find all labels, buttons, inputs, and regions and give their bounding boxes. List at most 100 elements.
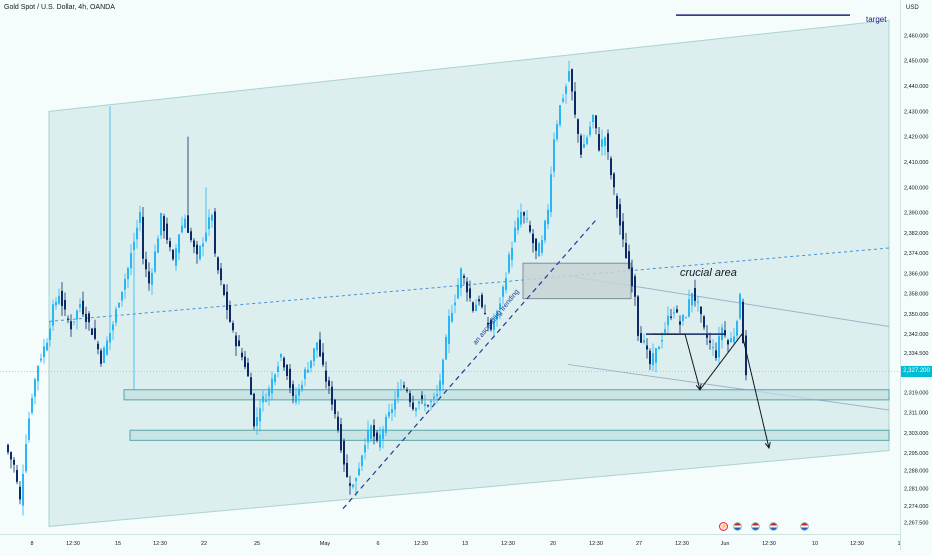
candle (37, 365, 39, 382)
candle (292, 384, 294, 396)
candle (169, 241, 171, 248)
candle (526, 218, 528, 220)
price-chart[interactable] (0, 0, 900, 534)
candle (661, 339, 663, 342)
symbol-title[interactable]: Gold Spot / U.S. Dollar, 4h, OANDA (4, 4, 115, 11)
candle (463, 275, 465, 278)
candle (628, 251, 630, 269)
candle (82, 300, 84, 315)
candle (613, 173, 615, 188)
candle (523, 212, 525, 216)
candle (475, 304, 477, 312)
us-flag-icon[interactable] (769, 522, 778, 531)
time-tick-label: 12:30 (850, 541, 864, 547)
candle (34, 379, 36, 397)
candle (208, 217, 210, 230)
candle (157, 238, 159, 253)
candle (253, 393, 255, 427)
candle (664, 329, 666, 333)
candle (550, 174, 552, 213)
candle (334, 399, 336, 415)
time-tick-label: 6 (376, 541, 379, 547)
candle (625, 242, 627, 259)
candle (637, 296, 639, 336)
candle (577, 119, 579, 134)
candle (646, 345, 648, 350)
candle (670, 316, 672, 318)
currency-label[interactable]: USD (906, 5, 919, 11)
time-tick-label: 12:30 (153, 541, 167, 547)
lightning-icon[interactable]: ⚡ (719, 522, 728, 531)
candle (256, 417, 258, 426)
candle (280, 354, 282, 358)
candle (343, 440, 345, 465)
candle (484, 312, 486, 315)
target-label: target (866, 15, 887, 24)
candle (352, 484, 354, 488)
candle (427, 405, 429, 407)
candle (106, 340, 108, 355)
candle (298, 388, 300, 396)
candle (124, 279, 126, 290)
candle (217, 257, 219, 271)
candle (67, 318, 69, 320)
candle (718, 336, 720, 358)
candle (709, 340, 711, 343)
candle (307, 369, 309, 373)
candle (388, 411, 390, 417)
candle (448, 315, 450, 344)
price-tick-label: 2,267.500 (904, 521, 928, 527)
candle (328, 380, 330, 387)
candle (136, 227, 138, 240)
candle (118, 302, 120, 308)
candle (703, 316, 705, 328)
price-tick-label: 2,281.000 (904, 486, 928, 492)
candle (46, 342, 48, 351)
candle (283, 357, 285, 368)
candle (514, 227, 516, 242)
time-tick-label: 10 (812, 541, 818, 547)
candle (139, 212, 141, 223)
candle (553, 139, 555, 172)
candle (397, 388, 399, 398)
candle (43, 346, 45, 357)
candle (481, 294, 483, 308)
candle (556, 124, 558, 140)
time-scale[interactable]: 8 12:30 15 12:30 22 25 May 6 12:30 13 12:30 20 12:30… (0, 534, 901, 551)
candle (316, 342, 318, 351)
candle (175, 248, 177, 266)
candle (358, 468, 360, 476)
price-scale[interactable]: 2,460.000 2,450.000 2,440.000 2,430.000 2,42… (900, 0, 932, 550)
time-tick-label: 8 (30, 541, 33, 547)
candle (391, 409, 393, 413)
candle (643, 340, 645, 343)
candle (160, 212, 162, 236)
us-flag-icon[interactable] (733, 522, 742, 531)
candle (667, 315, 669, 326)
candle (445, 336, 447, 360)
candle (454, 302, 456, 306)
price-tick-label: 2,440.000 (904, 84, 928, 90)
channel-fill (48, 19, 890, 527)
candle (733, 336, 735, 343)
time-tick-label: May (320, 541, 331, 547)
candle (7, 444, 9, 453)
candle (583, 144, 585, 148)
candle (163, 216, 165, 231)
candle (13, 459, 15, 465)
candle (430, 401, 432, 403)
candle (19, 486, 21, 500)
candle (94, 328, 96, 339)
candle (205, 232, 207, 242)
time-tick-label: 25 (254, 541, 260, 547)
candle (532, 233, 534, 244)
candle (472, 302, 474, 311)
candle (745, 335, 747, 376)
candle (679, 321, 681, 325)
candle (115, 309, 117, 323)
us-flag-icon[interactable] (800, 522, 809, 531)
candle (301, 384, 303, 390)
candle (385, 416, 387, 433)
us-flag-icon[interactable] (751, 522, 760, 531)
